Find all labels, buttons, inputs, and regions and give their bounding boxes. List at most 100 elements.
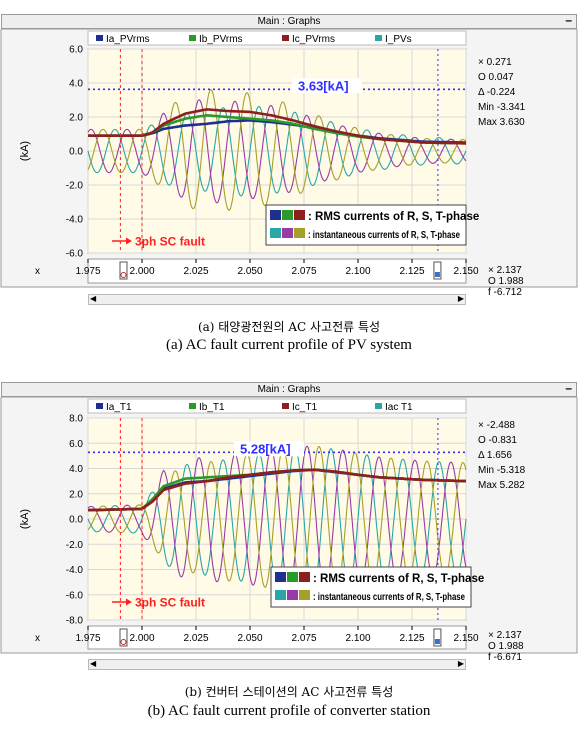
readout-min: Min -5.318: [478, 465, 526, 476]
legend-swatch: [375, 35, 382, 41]
y-axis-label: (kA): [19, 509, 31, 529]
window-titlebar[interactable]: Main : Graphs –: [1, 381, 577, 397]
caption-english: (a) AC fault current profile of PV syste…: [166, 337, 412, 353]
y-tick-label: -4.0: [66, 565, 84, 576]
y-tick-label: 2.0: [69, 113, 83, 124]
x-axis-symbol: x: [35, 266, 40, 277]
cursor-marker-x: [433, 261, 442, 280]
y-tick-label: -8.0: [66, 616, 84, 627]
legend-inst-swatch: [270, 228, 281, 238]
readout-x: × 0.271: [478, 57, 512, 68]
cursor-marker-x-icon: [434, 639, 440, 644]
legend-strip: [87, 30, 467, 46]
peak-label: 3.63[kA]: [298, 78, 349, 93]
legend-rms-swatch: [282, 210, 293, 220]
scroll-right-icon[interactable]: ▶: [457, 294, 464, 303]
legend-swatch: [189, 403, 196, 409]
series-rms-2: [87, 468, 466, 512]
readout-o: O 0.047: [478, 72, 514, 83]
x-tick-label: 2.100: [345, 266, 370, 277]
y-tick-label: -2.0: [66, 181, 84, 192]
minimize-button[interactable]: –: [565, 381, 572, 395]
legend-rms-swatch: [275, 572, 286, 582]
xreadout-f: f -6.712: [488, 287, 522, 298]
cursor-readout: × 0.271 O 0.047 Δ -0.224 Min -3.341 Max …: [478, 55, 525, 130]
x-tick-label: 2.075: [291, 633, 316, 644]
legend-swatch: [189, 35, 196, 41]
x-axis-strip: [87, 625, 467, 650]
caption-korean: (a) 태양광전원의 AC 사고전류 특성: [197, 320, 381, 334]
window-titlebar[interactable]: Main : Graphs –: [1, 13, 577, 29]
legend-inst-swatch: [299, 590, 310, 600]
graph-panel-a: Main : Graphs – ▶ ◀ Ia_PVrms Ib_PVrms Ic_P…: [0, 13, 578, 353]
legend-swatch: [282, 403, 289, 409]
legend-swatch: [375, 403, 382, 409]
legend-entry: Ib_T1: [199, 402, 225, 413]
y-tick-label: 0.0: [69, 147, 83, 158]
x-tick-label: 1.975: [75, 633, 100, 644]
legend-swatch: [96, 35, 103, 41]
readout-delta: Δ 1.656: [478, 450, 512, 461]
x-tick-label: 2.000: [129, 266, 154, 277]
legend-inst-text: : instantaneous currents of R, S, T-phas…: [313, 592, 465, 603]
x-tick-label: 2.000: [129, 633, 154, 644]
readout-x: × -2.488: [478, 420, 515, 431]
peak-label-bg: [292, 78, 362, 94]
x-tick-label: 2.125: [399, 633, 424, 644]
scroll-left-icon[interactable]: ◀: [90, 659, 97, 668]
y-tick-label: -4.0: [66, 215, 84, 226]
fault-arrow-head: [126, 598, 132, 606]
peak-label-bg: [234, 441, 304, 457]
scroll-right-icon[interactable]: ▶: [457, 659, 464, 668]
legend-strip: [87, 398, 467, 414]
cursor-marker-o: [119, 261, 128, 280]
y-tick-label: 6.0: [69, 45, 83, 56]
x-tick-label: 1.975: [75, 266, 100, 277]
legend-entry: Ic_PVrms: [292, 34, 335, 45]
x-tick-label: 2.125: [399, 266, 424, 277]
y-tick-label: -6.0: [66, 590, 84, 601]
waveform-instantaneous: [87, 88, 467, 211]
legend-entry: Ic_T1: [292, 402, 317, 413]
legend-inst-swatch: [294, 228, 305, 238]
y-tick-label: 4.0: [69, 464, 83, 475]
window-title: Main : Graphs: [257, 16, 321, 27]
horizontal-scrollbar[interactable]: ◀ ▶: [88, 294, 466, 305]
cursor-marker-o: [119, 628, 128, 647]
xreadout-x: × 2.137: [488, 265, 522, 276]
peak-label: 5.28[kA]: [240, 441, 291, 456]
waveform-instantaneous: [87, 445, 467, 593]
x-tick-label: 2.075: [291, 266, 316, 277]
chart-a: Ia_PVrms Ib_PVrms Ic_PVrms I_PVs 6.0 4.0 2.0 0.…: [0, 29, 578, 288]
minimize-button[interactable]: –: [565, 13, 572, 27]
y-tick-label: 0.0: [69, 515, 83, 526]
xreadout-o: O 1.988: [488, 641, 524, 652]
caption-korean: (b) 컨버터 스테이션의 AC 사고전류 특성: [184, 685, 394, 699]
y-tick-label: 2.0: [69, 489, 83, 500]
legend-inst-swatch: [282, 228, 293, 238]
graph-panel-b: Main : Graphs – ▶ ◀ Ia_T1 Ib_T1 Ic_T1 Iac T…: [0, 370, 578, 733]
legend-rms-swatch: [299, 572, 310, 582]
cursor-marker-o-icon: [120, 639, 127, 645]
horizontal-scrollbar[interactable]: ◀ ▶: [88, 659, 466, 670]
x-tick-label: 2.050: [237, 266, 262, 277]
y-tick-label: -6.0: [66, 249, 84, 260]
y-tick-label: 4.0: [69, 79, 83, 90]
legend-rms-swatch: [270, 210, 281, 220]
fault-arrow-head: [126, 237, 132, 245]
scroll-left-icon[interactable]: ◀: [90, 294, 97, 303]
xreadout-o: O 1.988: [488, 276, 524, 287]
legend-rms-swatch: [294, 210, 305, 220]
y-tick-label: 8.0: [69, 414, 83, 425]
readout-max: Max 5.282: [478, 480, 525, 491]
x-tick-label: 2.025: [183, 633, 208, 644]
series-rms-2: [88, 108, 467, 145]
window-title: Main : Graphs: [257, 384, 321, 395]
readout-min: Min -3.341: [478, 102, 526, 113]
legend-entry: Ib_PVrms: [199, 34, 243, 45]
x-tick-label: 2.050: [237, 633, 262, 644]
chart-b: Ia_T1 Ib_T1 Ic_T1 Iac T1 8.0 6.0 4.0 2.0 0.0 -2.0…: [0, 397, 578, 654]
readout-max: Max 3.630: [478, 117, 525, 128]
legend-entry: Ia_PVrms: [106, 34, 150, 45]
legend-swatch: [282, 35, 289, 41]
